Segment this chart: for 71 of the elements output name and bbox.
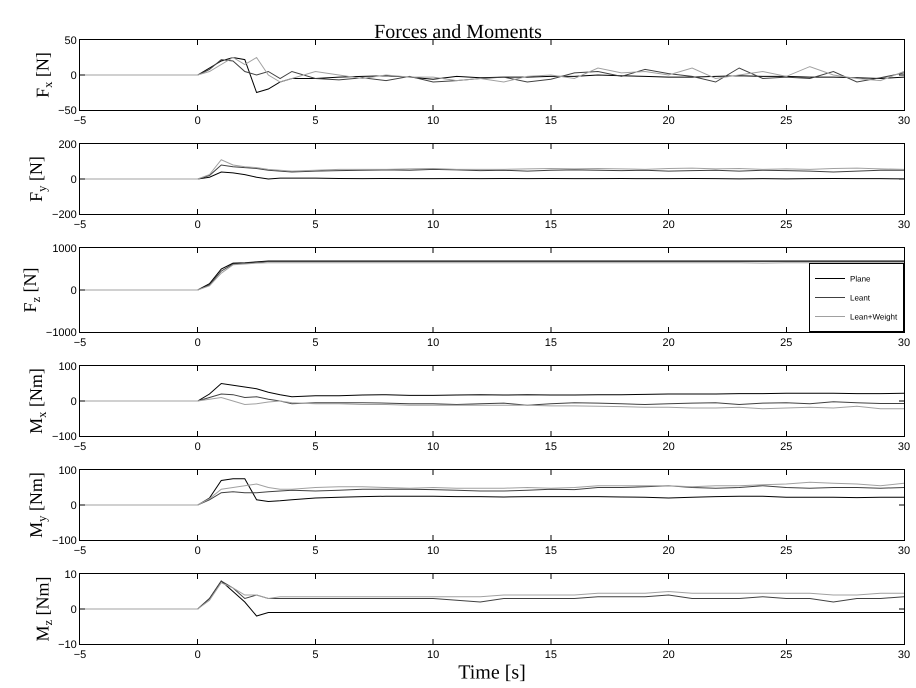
y-tick-label: 100 (58, 360, 77, 373)
legend-label: Plane (850, 274, 872, 284)
y-tick-label: 10 (64, 568, 77, 581)
legend-label: Lean+Weight (850, 312, 898, 322)
x-tick-label: 10 (427, 219, 440, 232)
x-tick-label: 20 (662, 337, 675, 350)
x-axis-title: Time [s] (458, 662, 526, 684)
x-tick-label: 15 (544, 115, 557, 128)
y-tick-label: 50 (64, 34, 77, 47)
x-tick-label: 5 (312, 337, 318, 350)
x-tick-label: 15 (544, 441, 557, 454)
x-tick-label: 20 (662, 115, 675, 128)
x-tick-label: 20 (662, 441, 675, 454)
x-tick-label: −5 (74, 649, 86, 662)
x-tick-label: 25 (780, 219, 792, 232)
y-tick-label: −100 (52, 534, 77, 547)
x-tick-label: 0 (194, 337, 201, 350)
x-tick-label: 5 (312, 219, 318, 232)
y-tick-label: 0 (70, 500, 77, 512)
y-tick-label: 1000 (52, 242, 77, 255)
y-tick-label: −10 (58, 638, 77, 651)
x-tick-label: −5 (74, 337, 86, 350)
x-tick-label: 15 (544, 545, 557, 558)
x-tick-label: 0 (194, 115, 201, 128)
x-tick-label: 10 (427, 115, 440, 128)
x-tick-label: 10 (427, 337, 440, 350)
x-tick-label: 25 (780, 115, 792, 128)
y-tick-label: −50 (58, 104, 77, 117)
x-tick-label: −5 (74, 219, 86, 232)
x-tick-label: 25 (780, 649, 792, 662)
x-tick-label: 25 (780, 545, 792, 558)
x-tick-label: 20 (662, 545, 675, 558)
x-tick-label: 20 (662, 219, 675, 232)
x-tick-label: 30 (898, 649, 910, 662)
x-tick-label: 15 (544, 219, 557, 232)
x-tick-label: 30 (898, 545, 910, 558)
x-tick-label: 15 (544, 337, 557, 350)
x-tick-label: 0 (194, 219, 201, 232)
y-tick-label: −200 (52, 208, 77, 221)
x-tick-label: 30 (898, 441, 910, 454)
y-tick-label: 100 (58, 464, 77, 477)
x-tick-label: 10 (427, 441, 440, 454)
x-tick-label: 30 (898, 219, 910, 232)
x-tick-label: −5 (74, 545, 86, 558)
x-tick-label: 5 (312, 649, 318, 662)
x-tick-label: 0 (194, 545, 201, 558)
y-tick-label: 0 (70, 604, 77, 616)
y-tick-label: 200 (58, 138, 77, 151)
x-tick-label: 25 (780, 337, 792, 350)
x-tick-label: 0 (194, 441, 201, 454)
x-tick-label: 10 (427, 545, 440, 558)
y-tick-label: 0 (70, 284, 77, 297)
x-tick-label: 30 (898, 337, 910, 350)
x-tick-label: 20 (662, 649, 675, 662)
x-tick-label: 25 (780, 441, 792, 454)
y-tick-label: −1000 (46, 326, 77, 339)
y-tick-label: −100 (52, 430, 77, 443)
x-tick-label: 30 (898, 115, 910, 128)
y-tick-label: 0 (70, 70, 77, 82)
x-tick-label: 5 (312, 441, 318, 454)
y-tick-label: 0 (70, 396, 77, 408)
x-tick-label: 5 (312, 115, 318, 128)
y-tick-label: 0 (70, 174, 77, 186)
x-tick-label: 5 (312, 545, 318, 558)
x-tick-label: −5 (74, 115, 86, 128)
x-tick-label: −5 (74, 441, 86, 454)
chart-title: Forces and Moments (374, 21, 542, 43)
x-tick-label: 10 (427, 649, 440, 662)
x-tick-label: 15 (544, 649, 557, 662)
x-tick-label: 0 (194, 649, 201, 662)
legend-label: Leant (850, 294, 871, 303)
